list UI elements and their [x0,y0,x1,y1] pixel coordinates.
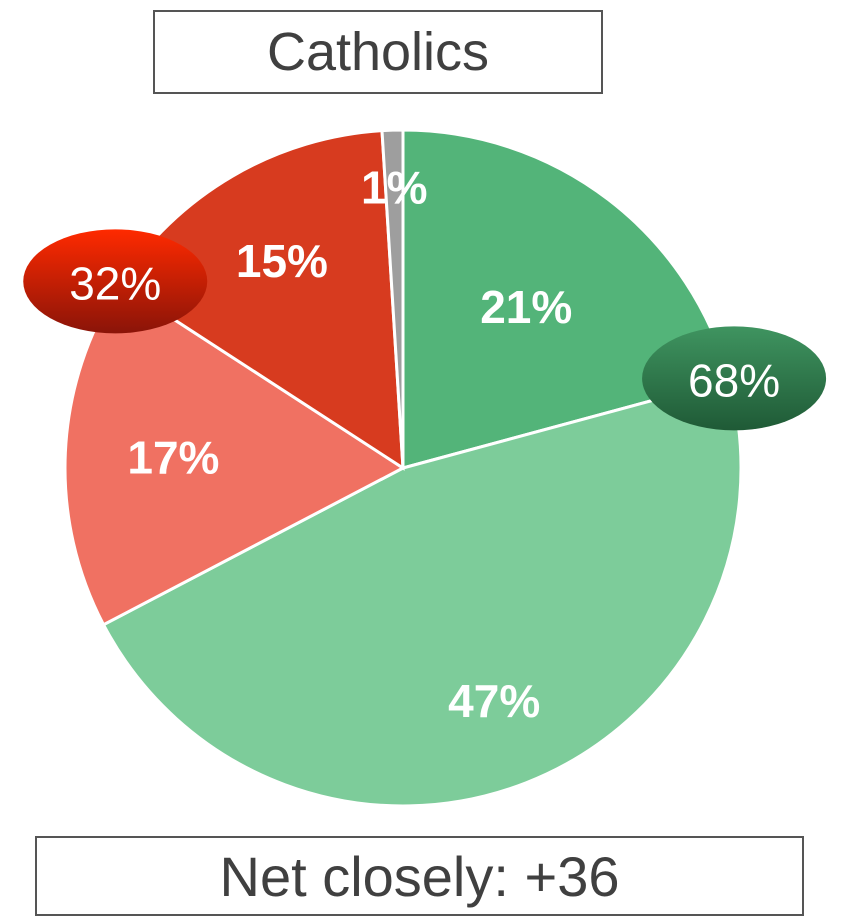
group-bubbles: 68% 32% [23,229,827,431]
slice-label-3: 15% [236,235,328,287]
slice-label-1: 47% [448,675,540,727]
net-summary: Net closely: +36 [35,836,804,916]
group-bubble-label-1: 32% [69,257,161,309]
pie-slice-1 [101,377,743,808]
slice-label-2: 17% [127,431,219,483]
pie-slice-labels: 21% 47% 17% 15% 1% [127,162,572,727]
group-bubble-1 [23,229,208,334]
slice-label-4: 1% [361,162,427,214]
group-bubble-0 [642,326,827,431]
slice-label-0: 21% [480,281,572,333]
chart-title: Catholics [153,10,603,94]
group-bubble-label-0: 68% [688,354,780,406]
pie-slice-4 [380,128,405,469]
